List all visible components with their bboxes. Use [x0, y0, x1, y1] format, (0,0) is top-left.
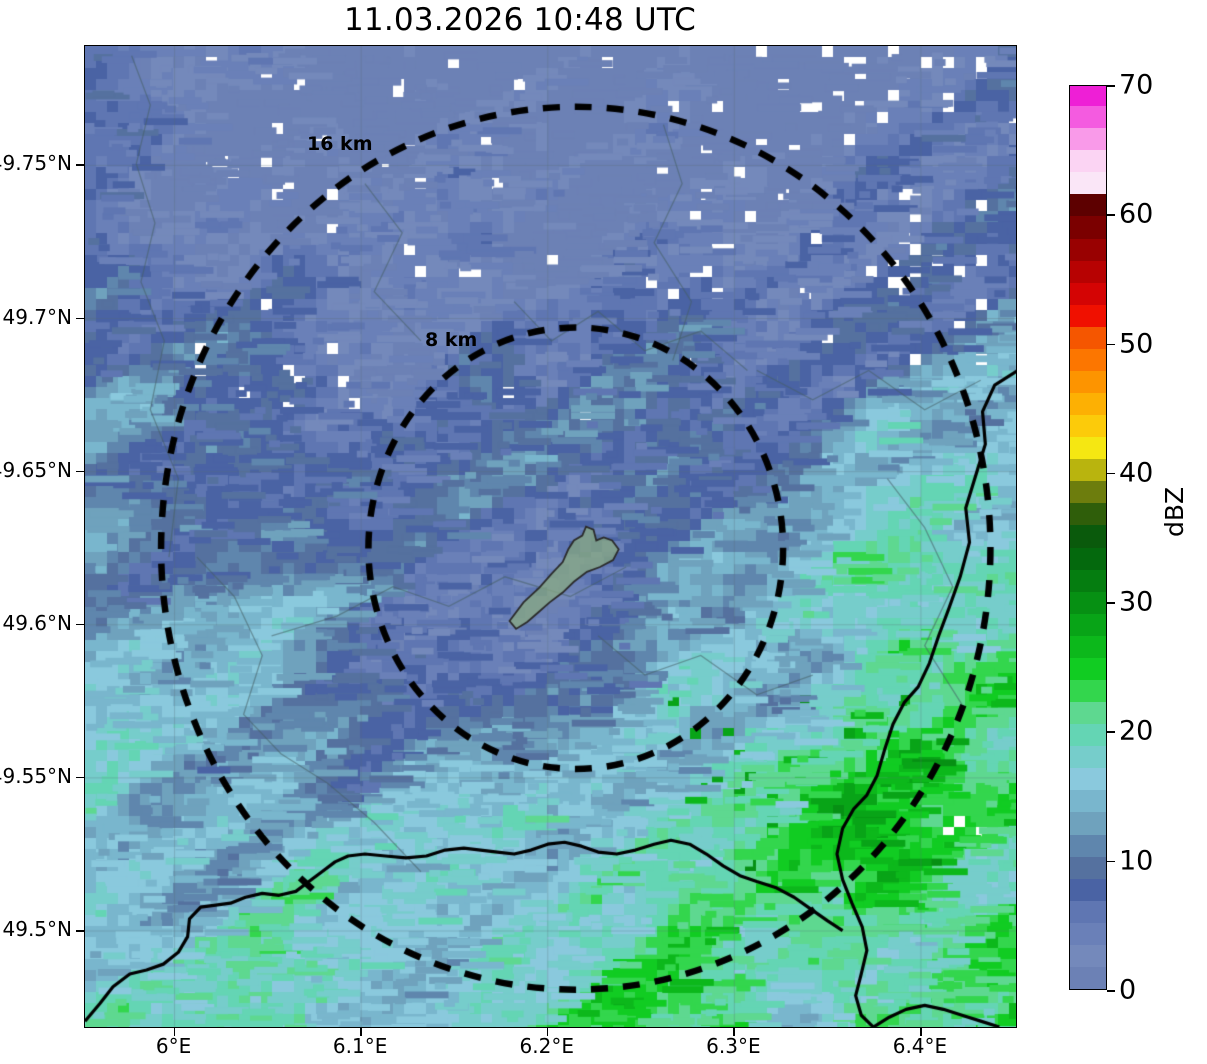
colorbar-band [1070, 745, 1106, 769]
colorbar-band [1070, 436, 1106, 460]
colorbar-band [1070, 635, 1106, 658]
xtick-label: 6.2°E [519, 1034, 574, 1058]
map-plot-area[interactable]: 16 km 8 km [84, 45, 1017, 1028]
xtick-mark [173, 1028, 176, 1036]
colorbar-band [1070, 105, 1106, 129]
colorbar-band [1070, 591, 1106, 614]
ytick-mark [76, 164, 84, 167]
colorbar-band [1070, 900, 1106, 923]
colorbar-band [1070, 944, 1106, 967]
xtick-label: 6.4°E [892, 1034, 948, 1058]
colorbar-band [1070, 723, 1106, 747]
ytick-label: 49.55°N [0, 763, 72, 788]
range-ring-label-8km: 8 km [425, 329, 478, 351]
colorbar-tick-mark [1107, 602, 1115, 604]
colorbar-band [1070, 259, 1106, 283]
colorbar-band [1070, 613, 1106, 636]
colorbar-band [1070, 86, 1106, 107]
colorbar-tick-mark [1107, 214, 1115, 216]
colorbar-band [1070, 966, 1106, 989]
colorbar-tick-mark [1107, 85, 1115, 87]
colorbar-band [1070, 392, 1106, 416]
colorbar-band [1070, 657, 1106, 680]
colorbar-band [1070, 524, 1106, 548]
colorbar-tick-label: 60 [1119, 198, 1154, 230]
colorbar-tick-mark [1107, 343, 1115, 346]
colorbar-band [1070, 193, 1106, 217]
colorbar-band [1070, 127, 1106, 151]
colorbar-tick-mark [1107, 860, 1115, 863]
colorbar-band [1070, 701, 1106, 725]
colorbar-band [1070, 215, 1106, 239]
colorbar-band [1070, 237, 1106, 261]
xtick-mark [360, 1028, 362, 1036]
colorbar-band [1070, 502, 1106, 526]
xtick-label: 6.1°E [332, 1034, 388, 1058]
ytick-mark [76, 776, 84, 779]
ytick-label: 49.6°N [2, 610, 73, 635]
ytick-mark [76, 930, 84, 932]
colorbar-band [1070, 811, 1106, 835]
colorbar-tick-mark [1107, 731, 1115, 734]
colorbar-band [1070, 568, 1106, 592]
colorbar-band [1070, 789, 1106, 813]
colorbar-band [1070, 171, 1106, 195]
colorbar-band [1070, 304, 1106, 327]
colorbar-tick-label: 40 [1119, 457, 1154, 489]
colorbar-band [1070, 833, 1106, 857]
ytick-label: 49.75°N [0, 151, 72, 176]
colorbar-band [1070, 480, 1106, 504]
range-ring-label-16km: 16 km [307, 133, 373, 155]
xtick-mark [733, 1028, 735, 1036]
colorbar-axis-label: dBZ [1160, 486, 1189, 537]
colorbar-tick-label: 70 [1119, 69, 1154, 101]
colorbar-tick-mark [1107, 472, 1115, 475]
ytick-mark [76, 317, 84, 320]
ytick-label: 49.7°N [2, 304, 73, 329]
colorbar-band [1070, 326, 1106, 349]
page-title: 11.03.2026 10:48 UTC [344, 2, 696, 38]
colorbar-band [1070, 149, 1106, 173]
ytick-mark [76, 470, 84, 473]
colorbar-tick-label: 20 [1119, 715, 1154, 747]
colorbar-tick-mark [1107, 990, 1115, 992]
ytick-label: 49.5°N [2, 917, 73, 941]
colorbar-tick-label: 10 [1119, 845, 1154, 877]
xtick-mark [919, 1028, 922, 1036]
colorbar-tick-label: 0 [1119, 974, 1137, 1006]
xtick-label: 6°E [155, 1034, 192, 1058]
colorbar-tick-label: 50 [1119, 328, 1154, 360]
colorbar-band [1070, 414, 1106, 438]
ytick-label: 49.65°N [0, 457, 72, 482]
map-overlay-layer [85, 46, 1016, 1027]
colorbar-band [1070, 767, 1106, 791]
colorbar-tick-label: 30 [1119, 586, 1154, 618]
colorbar-band [1070, 458, 1106, 482]
xtick-mark [546, 1028, 549, 1036]
colorbar-band [1070, 281, 1106, 305]
colorbar-band [1070, 679, 1106, 703]
colorbar-band [1070, 877, 1106, 901]
ytick-mark [76, 623, 84, 626]
colorbar-band [1070, 370, 1106, 394]
colorbar-band [1070, 855, 1106, 879]
colorbar[interactable] [1069, 85, 1107, 990]
colorbar-band [1070, 348, 1106, 371]
colorbar-band [1070, 922, 1106, 945]
colorbar-band [1070, 546, 1106, 570]
xtick-label: 6.3°E [706, 1034, 761, 1058]
